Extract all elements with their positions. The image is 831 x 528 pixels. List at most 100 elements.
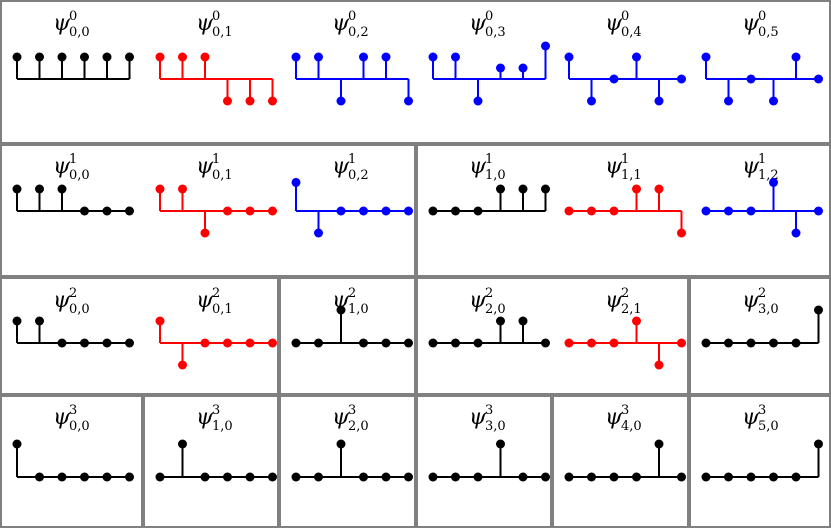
basis-function-psi-3-3-0: ψ33,0 bbox=[428, 403, 550, 482]
function-label: ψ bbox=[332, 11, 350, 36]
sample-point bbox=[609, 472, 619, 482]
sample-point bbox=[496, 63, 505, 73]
function-label: ψ bbox=[196, 288, 214, 313]
sample-point bbox=[200, 472, 210, 482]
function-label-subscript: 0,0 bbox=[69, 25, 90, 40]
sample-point bbox=[769, 96, 778, 106]
sample-point bbox=[746, 206, 756, 216]
sample-point bbox=[541, 338, 550, 348]
sample-point bbox=[381, 338, 391, 348]
sample-point bbox=[724, 338, 733, 348]
panel-border bbox=[416, 277, 689, 395]
sample-point bbox=[178, 184, 187, 194]
sample-point bbox=[609, 74, 619, 84]
sample-point bbox=[125, 338, 134, 348]
sample-point bbox=[35, 184, 44, 194]
sample-point bbox=[336, 439, 346, 449]
sample-point bbox=[381, 52, 391, 62]
function-label: ψ bbox=[469, 405, 487, 430]
basis-function-psi-0-0-2: ψ00,2 bbox=[291, 9, 413, 106]
sample-point bbox=[35, 316, 44, 326]
sample-point bbox=[654, 96, 664, 106]
sample-point bbox=[245, 206, 255, 216]
function-label-subscript: 2,0 bbox=[485, 302, 506, 317]
sample-point bbox=[473, 206, 483, 216]
basis-function-psi-3-1-0: ψ31,0 bbox=[155, 403, 277, 482]
sample-point bbox=[746, 74, 756, 84]
sample-point bbox=[677, 472, 686, 482]
sample-point bbox=[155, 472, 165, 482]
sample-point bbox=[268, 96, 277, 106]
sample-point bbox=[102, 52, 112, 62]
function-label-superscript: 3 bbox=[485, 403, 493, 418]
sample-point bbox=[245, 96, 255, 106]
basis-function-psi-3-4-0: ψ34,0 bbox=[564, 403, 686, 482]
sample-point bbox=[35, 52, 44, 62]
sample-point bbox=[473, 472, 483, 482]
sample-point bbox=[632, 52, 641, 62]
function-label-superscript: 3 bbox=[69, 403, 77, 418]
sample-point bbox=[587, 96, 596, 106]
level-2-band: ψ20,0 ψ20,1 ψ21,0 ψ22,0 ψ22,1 ψ23,0 bbox=[0, 277, 831, 395]
level-0-band: ψ00,0 ψ00,1 ψ00,2 ψ00,3 ψ00,4 ψ00,5 bbox=[0, 0, 831, 144]
panel-border bbox=[416, 144, 831, 277]
sample-point bbox=[245, 472, 255, 482]
function-label-subscript: 0,3 bbox=[485, 25, 506, 40]
sample-point bbox=[791, 338, 801, 348]
function-label-subscript: 0,0 bbox=[69, 419, 90, 434]
function-label: ψ bbox=[469, 11, 487, 36]
sample-point bbox=[814, 305, 823, 315]
sample-point bbox=[125, 52, 134, 62]
sample-point bbox=[496, 439, 505, 449]
basis-function-psi-0-0-4: ψ00,4 bbox=[564, 9, 686, 106]
function-label: ψ bbox=[605, 288, 623, 313]
sample-point bbox=[609, 206, 619, 216]
sample-point bbox=[451, 52, 460, 62]
function-label: ψ bbox=[742, 288, 760, 313]
function-label-subscript: 1,0 bbox=[212, 419, 233, 434]
sample-point bbox=[814, 206, 823, 216]
sample-point bbox=[746, 338, 756, 348]
sample-point bbox=[701, 472, 711, 482]
sample-point bbox=[587, 338, 596, 348]
sample-point bbox=[200, 228, 210, 238]
function-label-subscript: 0,1 bbox=[212, 25, 233, 40]
sample-point bbox=[564, 206, 574, 216]
sample-point bbox=[155, 316, 165, 326]
function-label-superscript: 2 bbox=[485, 286, 493, 301]
function-label-superscript: 0 bbox=[758, 9, 766, 24]
function-label-subscript: 0,0 bbox=[69, 168, 90, 183]
sample-point bbox=[769, 177, 778, 187]
panel-border bbox=[0, 0, 831, 144]
panel-border bbox=[689, 395, 831, 528]
basis-function-psi-1-1-2: ψ11,2 bbox=[701, 152, 823, 238]
sample-point bbox=[518, 316, 528, 326]
sample-point bbox=[314, 472, 323, 482]
sample-point bbox=[291, 472, 301, 482]
sample-point bbox=[541, 472, 550, 482]
panel-border bbox=[0, 144, 416, 277]
function-label-subscript: 0,5 bbox=[758, 25, 779, 40]
function-label: ψ bbox=[742, 154, 760, 179]
sample-point bbox=[57, 338, 67, 348]
function-label-subscript: 2,0 bbox=[348, 419, 369, 434]
sample-point bbox=[814, 74, 823, 84]
sample-point bbox=[632, 472, 641, 482]
function-label-superscript: 2 bbox=[212, 286, 220, 301]
basis-function-psi-1-0-2: ψ10,2 bbox=[291, 152, 413, 238]
sample-point bbox=[12, 184, 22, 194]
sample-point bbox=[336, 305, 346, 315]
sample-point bbox=[724, 206, 733, 216]
sample-point bbox=[496, 184, 505, 194]
sample-point bbox=[12, 439, 22, 449]
function-label-subscript: 0,2 bbox=[348, 25, 369, 40]
function-label: ψ bbox=[605, 11, 623, 36]
sample-point bbox=[35, 472, 44, 482]
sample-point bbox=[769, 338, 778, 348]
function-label-subscript: 0,1 bbox=[212, 168, 233, 183]
function-label: ψ bbox=[469, 288, 487, 313]
panel-border bbox=[0, 277, 279, 395]
function-label-subscript: 1,1 bbox=[621, 168, 642, 183]
sample-point bbox=[428, 338, 438, 348]
